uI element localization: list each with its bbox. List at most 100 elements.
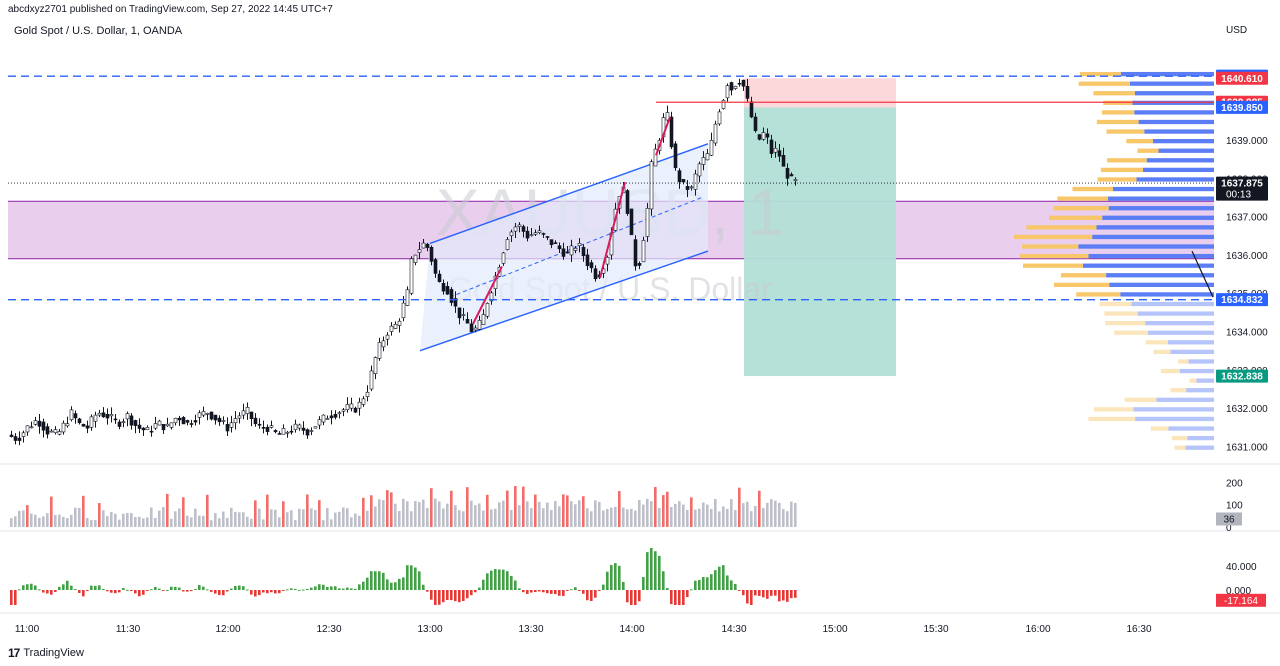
oscillator-bar bbox=[510, 575, 513, 590]
volume-bar bbox=[74, 507, 77, 527]
volume-bar bbox=[14, 516, 17, 527]
volume-bar bbox=[510, 510, 513, 527]
oscillator-bar bbox=[590, 590, 593, 601]
oscillator-bar bbox=[170, 586, 173, 590]
candle bbox=[105, 414, 110, 419]
candle bbox=[49, 430, 54, 433]
candle bbox=[769, 139, 774, 154]
volume-profile-bar bbox=[1057, 196, 1109, 201]
candle bbox=[181, 417, 186, 425]
volume-bar bbox=[370, 495, 373, 527]
oscillator-bar bbox=[682, 590, 685, 605]
volume-profile-bar bbox=[1096, 225, 1214, 230]
oscillator-bar bbox=[86, 590, 89, 591]
volume-bar bbox=[138, 516, 141, 527]
oscillator-bar bbox=[474, 590, 477, 593]
volume-bar bbox=[174, 511, 177, 527]
candle bbox=[169, 422, 174, 428]
oscillator-bar bbox=[506, 571, 509, 590]
candle bbox=[529, 234, 534, 237]
oscillator-bar bbox=[618, 565, 621, 590]
volume-bar bbox=[262, 519, 265, 527]
oscillator-bar bbox=[430, 590, 433, 600]
oscillator-bar bbox=[70, 585, 73, 590]
candle bbox=[177, 417, 182, 421]
oscillator-bar bbox=[702, 577, 705, 590]
oscillator-bar bbox=[94, 585, 97, 590]
volume-bar bbox=[754, 505, 757, 527]
oscillator-bar bbox=[146, 590, 149, 592]
oscillator-bar bbox=[186, 590, 189, 592]
oscillator-bar bbox=[534, 590, 537, 593]
oscillator-bar bbox=[666, 588, 669, 590]
oscillator-bar bbox=[634, 590, 637, 605]
volume-bar bbox=[482, 510, 485, 527]
candle bbox=[713, 123, 718, 144]
candle bbox=[237, 415, 242, 419]
volume-bar bbox=[362, 497, 365, 527]
oscillator-bar bbox=[646, 552, 649, 590]
volume-bar bbox=[314, 510, 317, 527]
volume-bar bbox=[30, 513, 33, 527]
oscillator-bar bbox=[518, 588, 521, 590]
oscillator-bar bbox=[414, 567, 417, 590]
trend-stroke bbox=[599, 181, 626, 279]
volume-bar bbox=[786, 511, 789, 527]
volume-value-label bbox=[1216, 512, 1242, 526]
oscillator-bar bbox=[62, 584, 65, 590]
candle bbox=[45, 426, 50, 435]
candle bbox=[65, 423, 70, 427]
oscillator-bar bbox=[470, 590, 473, 596]
oscillator-bar bbox=[154, 586, 157, 590]
volume-bar bbox=[606, 508, 609, 527]
candle bbox=[29, 426, 34, 429]
volume-bar bbox=[726, 508, 729, 527]
volume-profile-bar bbox=[1060, 273, 1107, 278]
volume-bar bbox=[58, 514, 61, 527]
oscillator-bar bbox=[314, 586, 317, 590]
publisher-line: abcdxyz2701 published on TradingView.com… bbox=[8, 4, 333, 15]
volume-bar bbox=[146, 517, 149, 527]
oscillator-bar bbox=[738, 590, 741, 591]
candle bbox=[765, 133, 770, 138]
oscillator-bar bbox=[502, 569, 505, 590]
volume-bar bbox=[438, 501, 441, 527]
candle bbox=[365, 391, 370, 397]
volume-profile-bar bbox=[1106, 273, 1214, 278]
volume-bar bbox=[270, 509, 273, 527]
oscillator-bar bbox=[754, 590, 757, 596]
tradingview-logo[interactable]: 17 TradingView bbox=[8, 646, 84, 660]
candle bbox=[429, 246, 434, 262]
volume-profile-bar bbox=[1168, 426, 1214, 431]
oscillator-bar bbox=[182, 590, 185, 592]
candle bbox=[677, 170, 682, 183]
oscillator-bar bbox=[758, 590, 761, 596]
volume-profile-bar bbox=[1092, 234, 1214, 240]
candle bbox=[569, 245, 574, 256]
volume-bar bbox=[134, 517, 137, 527]
candle bbox=[457, 307, 462, 319]
candle bbox=[753, 116, 758, 131]
y-tick-label: 1631.000 bbox=[1226, 443, 1268, 454]
volume-profile-bar bbox=[1120, 292, 1214, 297]
volume-bar bbox=[562, 494, 565, 527]
candle bbox=[637, 263, 642, 266]
candle bbox=[425, 243, 430, 248]
volume-bar bbox=[118, 519, 121, 527]
candle bbox=[225, 423, 230, 432]
oscillator-bar bbox=[550, 590, 553, 594]
candle bbox=[329, 415, 334, 419]
oscillator-bar bbox=[286, 589, 289, 591]
volume-bar bbox=[22, 510, 25, 527]
oscillator-bar bbox=[498, 569, 501, 590]
volume-bar bbox=[366, 510, 369, 527]
candle bbox=[693, 173, 698, 190]
oscillator-bar bbox=[210, 590, 213, 592]
candle bbox=[345, 404, 350, 411]
oscillator-bar bbox=[450, 590, 453, 601]
oscillator-bar bbox=[118, 590, 121, 593]
volume-bar bbox=[714, 498, 717, 527]
volume-bar bbox=[350, 517, 353, 527]
oscillator-bar bbox=[686, 590, 689, 598]
